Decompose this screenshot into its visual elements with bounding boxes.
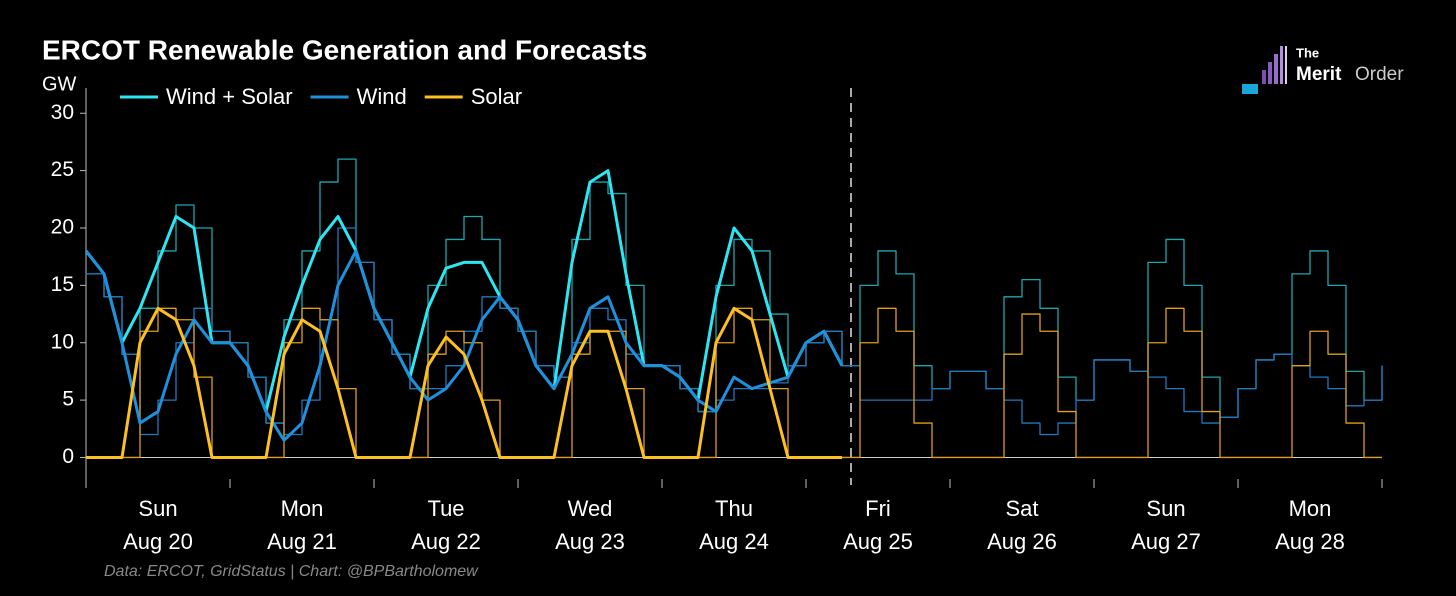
logo-icon [1274, 54, 1278, 84]
logo-icon [1242, 84, 1258, 94]
x-tick-label: Aug 27 [1131, 529, 1201, 554]
y-tick-label: 25 [51, 158, 74, 181]
x-tick-label: Mon [281, 496, 324, 521]
x-tick-label: Aug 28 [1275, 529, 1345, 554]
x-tick-label: Tue [427, 496, 464, 521]
x-tick-label: Aug 22 [411, 529, 481, 554]
y-tick-label: 10 [51, 330, 74, 353]
x-tick-label: Aug 20 [123, 529, 193, 554]
logo-text: Merit [1296, 64, 1342, 85]
x-tick-label: Wed [568, 496, 613, 521]
logo: The Merit Order [1242, 45, 1404, 94]
x-tick-label: Aug 23 [555, 529, 625, 554]
legend-label: Wind + Solar [166, 84, 293, 109]
x-tick-label: Sun [1146, 496, 1185, 521]
x-tick-label: Aug 25 [843, 529, 913, 554]
legend-label: Wind [357, 84, 407, 109]
x-tick-label: Aug 26 [987, 529, 1057, 554]
y-tick-label: 30 [51, 101, 74, 124]
actual-line [84, 249, 844, 442]
y-axis-label: GW [42, 73, 77, 95]
actual-line [86, 306, 842, 459]
logo-icon [1280, 46, 1283, 84]
logo-icon [1268, 62, 1272, 84]
x-tick-label: Aug 21 [267, 529, 337, 554]
forecast-line [86, 307, 1382, 459]
logo-icon [1262, 70, 1266, 84]
legend-label: Solar [471, 84, 522, 109]
x-tick-label: Aug 24 [699, 529, 769, 554]
y-tick-label: 0 [62, 445, 74, 468]
y-tick-label: 20 [51, 216, 74, 239]
logo-text: The [1296, 45, 1319, 60]
logo-text: Order [1355, 64, 1404, 85]
y-tick-label: 15 [51, 273, 74, 296]
x-tick-label: Sat [1005, 496, 1038, 521]
y-tick-label: 5 [62, 388, 74, 411]
source-note: Data: ERCOT, GridStatus | Chart: @BPBart… [104, 563, 479, 580]
x-tick-label: Fri [865, 496, 891, 521]
x-tick-label: Mon [1289, 496, 1332, 521]
x-tick-label: Sun [138, 496, 177, 521]
logo-icon [1285, 46, 1287, 84]
x-tick-label: Thu [715, 496, 753, 521]
chart-title: ERCOT Renewable Generation and Forecasts [42, 34, 647, 65]
